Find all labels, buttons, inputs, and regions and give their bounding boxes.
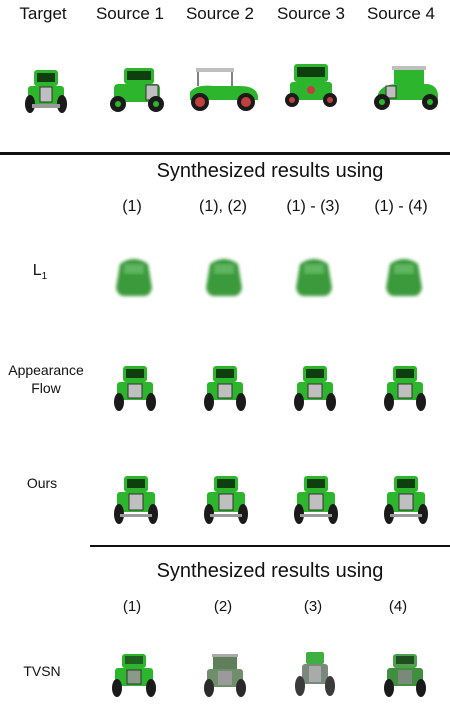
ours-result-2-image (204, 474, 248, 526)
header-source-4: Source 4 (356, 4, 446, 24)
row-label-appearance-flow: Appearance Flow (0, 361, 92, 397)
section-2-col-tag-4: (4) (358, 598, 438, 615)
ours-result-1-image (114, 474, 158, 526)
section-1-col-tag-1: (1) (92, 198, 172, 216)
source-3-car-image (284, 62, 338, 114)
row-label-ours: Ours (12, 474, 72, 492)
tvsn-result-3-image (294, 650, 336, 698)
row-label-flow: Flow (0, 379, 92, 397)
source-4-car-image (372, 64, 442, 114)
section-2-col-tag-3: (3) (273, 598, 353, 615)
section-1-col-tag-4: (1) - (4) (361, 198, 441, 216)
appearance-flow-result-4-image (384, 364, 426, 412)
section-2-col-tag-2: (2) (183, 598, 263, 615)
header-divider (0, 152, 450, 155)
section-2-col-tag-1: (1) (92, 598, 172, 615)
ours-result-3-image (294, 474, 338, 526)
section-2-title: Synthesized results using (90, 560, 450, 583)
l1-result-3-image (294, 254, 334, 300)
row-label-tvsn: TVSN (12, 662, 72, 680)
row-label-l1-main: L (33, 262, 42, 279)
section-divider (90, 545, 450, 547)
header-source-3: Source 3 (266, 4, 356, 24)
row-label-l1: L1 (20, 262, 60, 286)
l1-result-1-image (114, 254, 154, 300)
ours-result-4-image (384, 474, 428, 526)
header-target: Target (0, 4, 88, 24)
tvsn-result-2-image (204, 652, 246, 698)
target-car-image (24, 68, 68, 116)
header-source-1: Source 1 (85, 4, 175, 24)
l1-result-4-image (384, 254, 424, 300)
row-label-appearance: Appearance (0, 361, 92, 379)
tvsn-result-4-image (384, 652, 426, 698)
section-1-col-tag-3: (1) - (3) (273, 198, 353, 216)
appearance-flow-result-2-image (204, 364, 246, 412)
tvsn-result-1-image (112, 652, 156, 698)
appearance-flow-result-3-image (294, 364, 336, 412)
section-1-title: Synthesized results using (90, 160, 450, 183)
appearance-flow-result-1-image (114, 364, 156, 412)
row-label-l1-subscript: 1 (42, 271, 48, 282)
l1-result-2-image (204, 254, 244, 300)
source-1-car-image (108, 66, 168, 116)
header-source-2: Source 2 (175, 4, 265, 24)
source-2-car-image (186, 66, 262, 114)
section-1-col-tag-2: (1), (2) (183, 198, 263, 216)
